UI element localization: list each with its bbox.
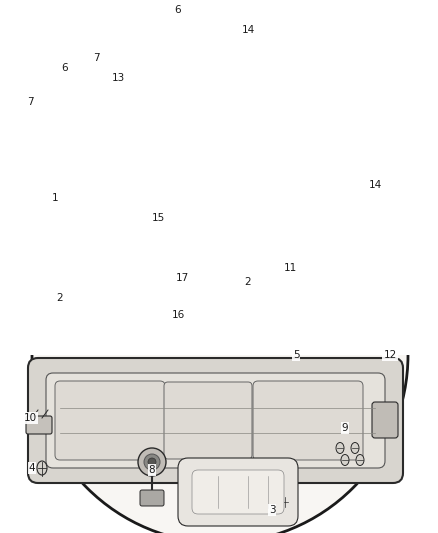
Text: 11: 11 (283, 263, 297, 273)
Text: 14: 14 (368, 180, 381, 190)
Ellipse shape (280, 496, 290, 508)
Ellipse shape (351, 442, 359, 454)
Polygon shape (372, 115, 415, 185)
Ellipse shape (97, 135, 127, 160)
Ellipse shape (125, 78, 135, 86)
Ellipse shape (138, 448, 166, 476)
Text: 10: 10 (24, 413, 36, 423)
Polygon shape (60, 22, 420, 175)
Ellipse shape (336, 442, 344, 454)
Ellipse shape (148, 458, 156, 466)
Ellipse shape (173, 74, 183, 82)
Ellipse shape (244, 496, 252, 508)
Text: 13: 13 (111, 73, 125, 83)
Text: 15: 15 (152, 213, 165, 223)
Bar (0, 0, 438, 355)
Ellipse shape (168, 305, 176, 311)
FancyBboxPatch shape (112, 222, 372, 292)
FancyBboxPatch shape (372, 402, 398, 438)
Ellipse shape (103, 141, 121, 156)
FancyBboxPatch shape (197, 250, 327, 308)
Ellipse shape (63, 84, 73, 92)
Ellipse shape (37, 461, 47, 475)
Ellipse shape (295, 142, 325, 167)
Text: 6: 6 (175, 5, 181, 15)
Ellipse shape (264, 496, 272, 508)
Text: 1: 1 (52, 193, 58, 203)
Text: 7: 7 (27, 97, 33, 107)
Polygon shape (138, 103, 188, 118)
Ellipse shape (341, 455, 349, 465)
Ellipse shape (356, 455, 364, 465)
Text: 17: 17 (175, 273, 189, 283)
FancyBboxPatch shape (250, 64, 270, 80)
Text: 2: 2 (245, 277, 251, 287)
Text: 4: 4 (28, 463, 35, 473)
FancyBboxPatch shape (207, 259, 317, 299)
Ellipse shape (36, 104, 44, 111)
Ellipse shape (144, 454, 160, 470)
FancyBboxPatch shape (46, 373, 385, 468)
FancyBboxPatch shape (28, 358, 403, 483)
Ellipse shape (96, 78, 104, 85)
FancyBboxPatch shape (381, 338, 395, 350)
Polygon shape (165, 128, 220, 148)
Text: 8: 8 (148, 465, 155, 475)
FancyBboxPatch shape (17, 273, 132, 331)
FancyBboxPatch shape (253, 381, 363, 460)
FancyBboxPatch shape (164, 382, 252, 459)
Text: 5: 5 (293, 350, 299, 360)
FancyBboxPatch shape (124, 231, 360, 283)
Circle shape (32, 167, 408, 533)
FancyBboxPatch shape (178, 458, 298, 526)
FancyBboxPatch shape (375, 132, 395, 148)
FancyBboxPatch shape (26, 416, 52, 434)
Ellipse shape (301, 148, 319, 163)
Text: 7: 7 (93, 53, 99, 63)
Polygon shape (30, 68, 420, 215)
Polygon shape (88, 105, 135, 120)
FancyBboxPatch shape (140, 490, 164, 506)
FancyBboxPatch shape (55, 381, 165, 460)
Text: 3: 3 (268, 505, 276, 515)
Text: 16: 16 (171, 310, 185, 320)
FancyBboxPatch shape (192, 470, 284, 514)
FancyBboxPatch shape (381, 343, 395, 354)
Polygon shape (45, 80, 405, 204)
Ellipse shape (176, 305, 184, 311)
Polygon shape (218, 100, 368, 165)
Text: 6: 6 (62, 63, 68, 73)
Text: 14: 14 (241, 25, 254, 35)
FancyBboxPatch shape (166, 270, 192, 292)
Text: 12: 12 (383, 350, 397, 360)
Text: 2: 2 (57, 293, 64, 303)
Polygon shape (30, 195, 52, 225)
Text: 9: 9 (342, 423, 348, 433)
FancyBboxPatch shape (27, 282, 122, 322)
